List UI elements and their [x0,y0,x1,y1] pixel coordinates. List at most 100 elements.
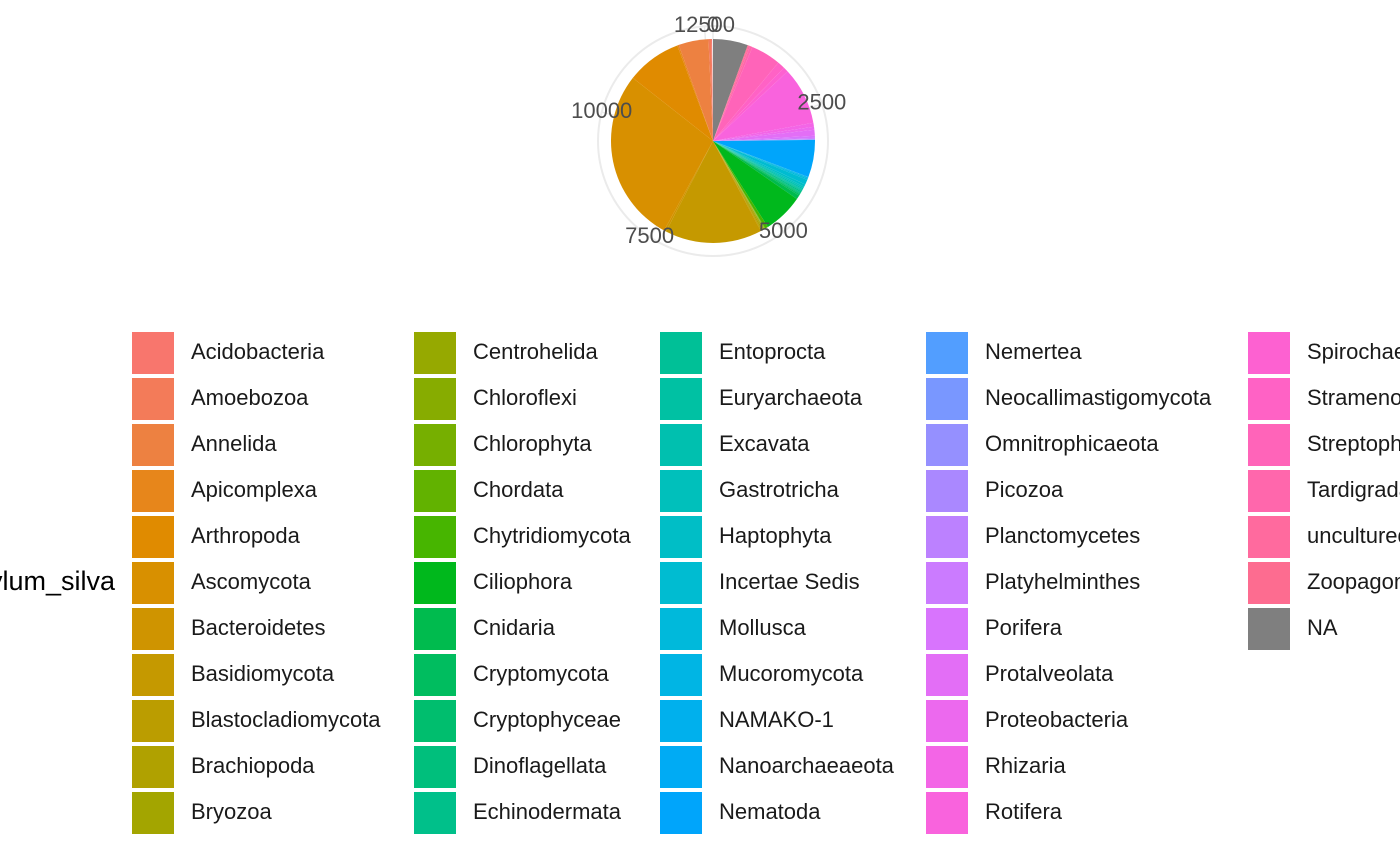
legend-key [414,654,456,696]
legend-label: Neocallimastigomycota [985,385,1212,410]
slice [713,46,779,142]
legend-key [1248,470,1290,512]
slice [713,141,801,194]
legend-key [926,700,968,742]
legend-key [660,470,702,512]
slice [713,62,784,141]
slice [713,141,762,232]
slice [713,122,814,141]
legend: Phylum_silva Acidobacteria Amoebozoa Annel… [0,332,1400,834]
slice [713,141,797,227]
slice [665,141,761,244]
legend-label: Planctomycetes [985,523,1140,548]
legend-key [132,746,174,788]
legend-key [414,608,456,650]
legend-key [926,470,968,512]
pie [610,39,816,244]
legend-key [660,608,702,650]
legend-label: Cnidaria [473,615,556,640]
tick-label: 5000 [759,218,808,243]
legend-label: uncultured [1307,523,1400,548]
slice [713,71,814,141]
legend-key [926,746,968,788]
slice [713,141,766,229]
legend-label: Haptophyta [719,523,832,548]
angle-axis: 0 2500 5000 7500 10000 12500 [571,12,846,248]
legend-label: Ascomycota [191,569,312,594]
slice [713,141,803,192]
legend-key [926,562,968,604]
legend-key [926,378,968,420]
legend-key [1248,516,1290,558]
legend-key [1248,332,1290,374]
legend-label: Euryarchaeota [719,385,863,410]
slice [713,141,800,199]
slice [713,135,815,141]
slice [713,141,765,230]
legend-key [660,562,702,604]
slice [710,39,713,141]
legend-label: Ciliophora [473,569,573,594]
legend-label: Mucoromycota [719,661,864,686]
legend-label: Excavata [719,431,810,456]
legend-label: NA [1307,615,1338,640]
legend-key [132,608,174,650]
slice [713,141,765,230]
legend-key [132,470,174,512]
legend-label: Platyhelminthes [985,569,1140,594]
slice [713,139,815,141]
legend-key [414,746,456,788]
legend-label: Gastrotricha [719,477,840,502]
legend-label: Nanoarchaeaeota [719,753,895,778]
legend-key [660,516,702,558]
legend-key [1248,562,1290,604]
slice [677,44,713,142]
legend-label: Centrohelida [473,339,599,364]
legend-label: Echinodermata [473,799,622,824]
slice [713,45,751,141]
legend-key [926,516,968,558]
legend-label: Chordata [473,477,564,502]
legend-key [414,470,456,512]
legend-label: Arthropoda [191,523,301,548]
slice [713,137,815,141]
slice [713,45,749,141]
slice [713,141,802,193]
tick-label: 7500 [625,223,674,248]
slice [664,141,713,232]
legend-key [132,332,174,374]
legend-label: Stramenopiles [1307,385,1400,410]
legend-label: Zoopagomycota [1307,569,1400,594]
legend-key [414,378,456,420]
legend-key [926,332,968,374]
slice [713,141,804,190]
legend-key [414,424,456,466]
legend-label: Nematoda [719,799,821,824]
legend-label: Rotifera [985,799,1063,824]
legend-key [132,654,174,696]
slice [713,141,801,195]
legend-label: Dinoflagellata [473,753,607,778]
slice [610,77,713,231]
slice [713,129,815,141]
legend-key [414,700,456,742]
slice [713,67,788,141]
slice [713,141,809,178]
legend-key [132,516,174,558]
legend-key [1248,378,1290,420]
legend-key [414,516,456,558]
slice [713,138,815,141]
slice [713,45,753,141]
legend-label: Protalveolata [985,661,1114,686]
legend-key [660,746,702,788]
legend-key [660,378,702,420]
legend-key [132,792,174,834]
slice [632,45,713,141]
legend-key [414,792,456,834]
legend-title: Phylum_silva [0,566,116,596]
legend-key [132,424,174,466]
legend-key [132,378,174,420]
legend-label: Spirochaetes [1307,339,1400,364]
legend-label: Basidiomycota [191,661,335,686]
